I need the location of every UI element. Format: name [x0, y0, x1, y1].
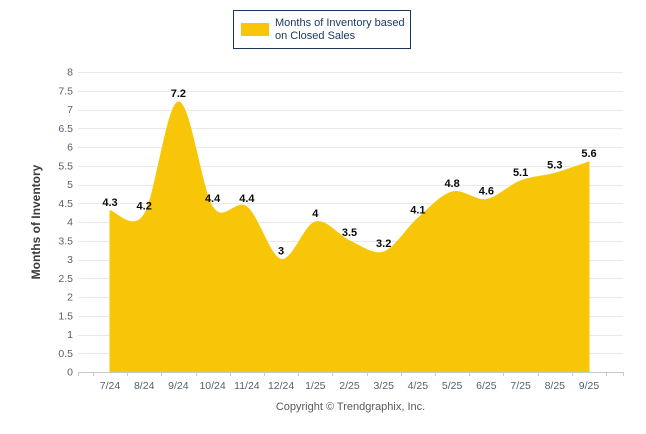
data-label: 4.8: [444, 178, 459, 190]
area-series: [109, 101, 590, 373]
data-label: 5.1: [513, 167, 528, 179]
x-tick-label: 10/24: [199, 380, 225, 392]
x-tick-label: 6/25: [476, 380, 497, 392]
y-tick-label: 0.5: [58, 348, 73, 360]
data-label: 4: [312, 208, 319, 220]
data-label: 4.2: [137, 201, 152, 213]
y-axis-title: Months of Inventory: [29, 164, 43, 280]
data-label: 3: [278, 246, 284, 258]
y-tick-label: 1: [67, 329, 73, 341]
y-tick-label: 5.5: [58, 160, 73, 172]
x-tick-label: 4/25: [408, 380, 429, 392]
y-tick-label: 8: [67, 67, 73, 79]
y-tick-label: 6.5: [58, 123, 73, 135]
x-tick-label: 8/24: [134, 380, 155, 392]
data-label: 3.2: [376, 238, 391, 250]
y-tick-label: 3: [67, 254, 73, 266]
x-tick-label: 7/24: [100, 380, 121, 392]
y-tick-label: 6: [67, 142, 73, 154]
y-tick-label: 7.5: [58, 85, 73, 97]
data-label: 4.4: [239, 193, 255, 205]
data-label: 5.3: [547, 159, 562, 171]
y-tick-label: 7: [67, 104, 73, 116]
x-tick-label: 7/25: [510, 380, 531, 392]
data-label: 5.6: [581, 148, 596, 160]
y-tick-label: 2: [67, 292, 73, 304]
x-tick-label: 8/25: [545, 380, 566, 392]
data-label: 3.5: [342, 227, 357, 239]
y-tick-label: 0: [67, 367, 73, 379]
x-tick-label: 3/25: [373, 380, 394, 392]
legend-label-line1: Months of Inventory based: [275, 16, 405, 29]
y-tick-label: 4.5: [58, 198, 73, 210]
data-label: 4.4: [205, 193, 221, 205]
data-label: 7.2: [171, 88, 186, 100]
y-tick-label: 4: [67, 217, 73, 229]
y-tick-label: 3.5: [58, 235, 73, 247]
legend-swatch: [241, 23, 269, 36]
x-tick-label: 9/24: [168, 380, 189, 392]
x-tick-label: 9/25: [579, 380, 600, 392]
legend-label: Months of Inventory based on Closed Sale…: [275, 17, 405, 43]
legend-label-line2: on Closed Sales: [275, 29, 356, 42]
y-tick-label: 5: [67, 179, 73, 191]
copyright-text: Copyright © Trendgraphix, Inc.: [275, 401, 426, 413]
chart-legend: Months of Inventory based on Closed Sale…: [233, 10, 411, 49]
data-label: 4.6: [479, 186, 494, 198]
x-tick-label: 2/25: [339, 380, 360, 392]
x-tick-label: 11/24: [234, 380, 260, 392]
y-tick-label: 2.5: [58, 273, 73, 285]
y-tick-label: 1.5: [58, 310, 73, 322]
x-tick-label: 12/24: [268, 380, 294, 392]
x-tick-label: 5/25: [442, 380, 463, 392]
data-label: 4.1: [410, 204, 425, 216]
data-label: 4.3: [102, 197, 117, 209]
x-tick-label: 1/25: [305, 380, 326, 392]
